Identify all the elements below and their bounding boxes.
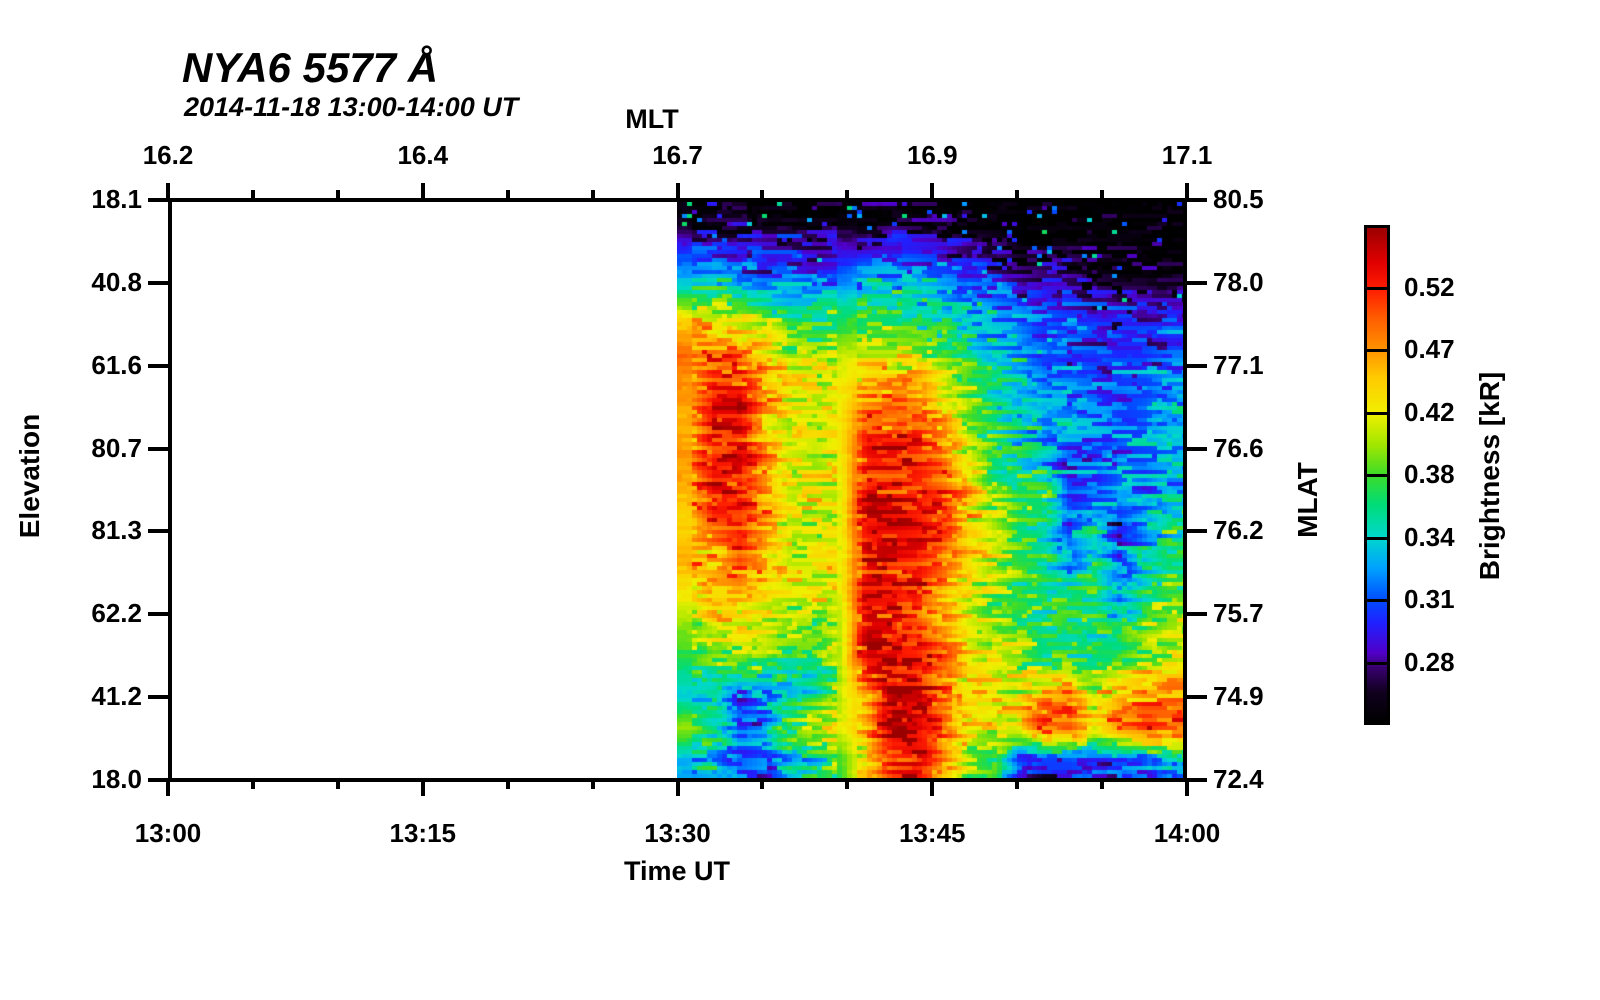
bottom-major-tick <box>675 782 680 796</box>
top-minor-tick <box>590 190 595 198</box>
colorbar-divider <box>1367 599 1387 602</box>
top-minor-tick <box>250 190 255 198</box>
colorbar-tick-label: 0.38 <box>1404 459 1455 489</box>
top-minor-tick <box>335 190 340 198</box>
right-tick-label: 74.9 <box>1213 681 1264 712</box>
right-axis-tick <box>1187 612 1207 617</box>
left-tick-label: 80.7 <box>91 432 142 463</box>
right-tick-label: 77.1 <box>1213 349 1264 380</box>
colorbar-divider <box>1367 536 1387 540</box>
bottom-tick-label: 14:00 <box>1153 818 1221 848</box>
right-axis-tick <box>1187 198 1207 202</box>
bottom-minor-tick <box>1015 782 1020 789</box>
top-minor-tick <box>845 190 850 198</box>
colorbar <box>1364 225 1390 725</box>
colorbar-divider <box>1367 661 1387 665</box>
top-minor-tick <box>505 190 510 198</box>
figure-subtitle: 2014-11-18 13:00-14:00 UT <box>184 92 519 122</box>
left-axis-tick <box>148 446 168 451</box>
bottom-major-tick <box>930 782 935 796</box>
figure-title: NYA6 5577 Å <box>182 44 439 91</box>
top-major-tick <box>420 183 425 198</box>
right-axis-tick <box>1187 446 1207 451</box>
bottom-tick-label: 13:00 <box>134 818 202 848</box>
left-tick-label: 41.2 <box>91 681 142 712</box>
right-axis-tick <box>1187 778 1207 782</box>
colorbar-divider <box>1367 349 1387 352</box>
top-minor-tick <box>760 190 765 198</box>
top-major-tick <box>930 183 935 198</box>
bottom-tick-label: 13:30 <box>644 818 711 848</box>
colorbar-divider <box>1367 411 1387 415</box>
left-tick-label: 81.3 <box>91 515 142 546</box>
right-axis-title: MLAT <box>1292 462 1323 538</box>
bottom-axis-title: Time UT <box>623 856 731 886</box>
right-axis-tick <box>1187 695 1207 700</box>
colorbar-title: Brightness [kR] <box>1474 371 1505 581</box>
left-axis-tick <box>148 363 168 368</box>
top-minor-tick <box>1100 190 1105 198</box>
right-tick-label: 76.6 <box>1213 432 1264 463</box>
bottom-major-tick <box>1185 782 1189 796</box>
colorbar-tick-label: 0.52 <box>1404 271 1455 302</box>
left-axis-tick <box>148 280 168 285</box>
colorbar-tick-label: 0.28 <box>1404 646 1455 677</box>
left-tick-label: 18.1 <box>91 184 142 214</box>
top-tick-label: 16.2 <box>142 140 194 170</box>
top-minor-tick <box>1015 190 1020 198</box>
colorbar-tick-label: 0.34 <box>1404 521 1455 552</box>
left-axis-title: Elevation <box>14 413 45 539</box>
bottom-minor-tick <box>845 782 850 789</box>
top-tick-label: 17.1 <box>1161 140 1213 170</box>
bottom-tick-label: 13:45 <box>899 818 966 848</box>
left-tick-label: 18.0 <box>91 764 142 794</box>
top-tick-label: 16.4 <box>397 140 449 170</box>
bottom-minor-tick <box>505 782 510 789</box>
colorbar-tick-label: 0.47 <box>1404 334 1455 364</box>
left-tick-label: 62.2 <box>91 598 142 629</box>
top-axis-title: MLT <box>625 104 679 134</box>
bottom-tick-label: 13:15 <box>389 818 457 848</box>
left-axis-tick <box>148 695 168 700</box>
top-major-tick <box>166 183 170 198</box>
plot-area <box>168 198 1187 782</box>
right-tick-label: 80.5 <box>1213 184 1264 214</box>
colorbar-divider <box>1367 474 1387 477</box>
no-data-region <box>172 202 677 778</box>
colorbar-tick-label: 0.31 <box>1404 584 1455 614</box>
bottom-minor-tick <box>250 782 255 789</box>
right-axis-tick <box>1187 529 1207 534</box>
right-tick-label: 75.7 <box>1213 598 1264 629</box>
bottom-minor-tick <box>760 782 765 789</box>
left-axis-tick <box>148 529 168 534</box>
right-tick-label: 76.2 <box>1213 515 1264 546</box>
right-tick-label: 72.4 <box>1213 764 1264 794</box>
bottom-major-tick <box>166 782 170 796</box>
bottom-major-tick <box>420 782 425 796</box>
bottom-minor-tick <box>590 782 595 789</box>
heatmap-canvas <box>677 202 1183 778</box>
top-tick-label: 16.9 <box>906 140 958 170</box>
top-major-tick <box>675 183 680 198</box>
colorbar-tick-label: 0.42 <box>1404 396 1455 427</box>
top-tick-label: 16.7 <box>652 140 703 170</box>
top-major-tick <box>1185 183 1189 198</box>
left-axis-tick <box>148 198 168 202</box>
right-axis-tick <box>1187 280 1207 285</box>
right-axis-tick <box>1187 363 1207 368</box>
bottom-minor-tick <box>1100 782 1105 789</box>
left-axis-tick <box>148 778 168 782</box>
left-tick-label: 40.8 <box>91 266 142 297</box>
colorbar-divider <box>1367 286 1387 290</box>
left-tick-label: 61.6 <box>91 349 142 380</box>
bottom-minor-tick <box>335 782 340 789</box>
right-tick-label: 78.0 <box>1213 266 1264 297</box>
left-axis-tick <box>148 612 168 617</box>
